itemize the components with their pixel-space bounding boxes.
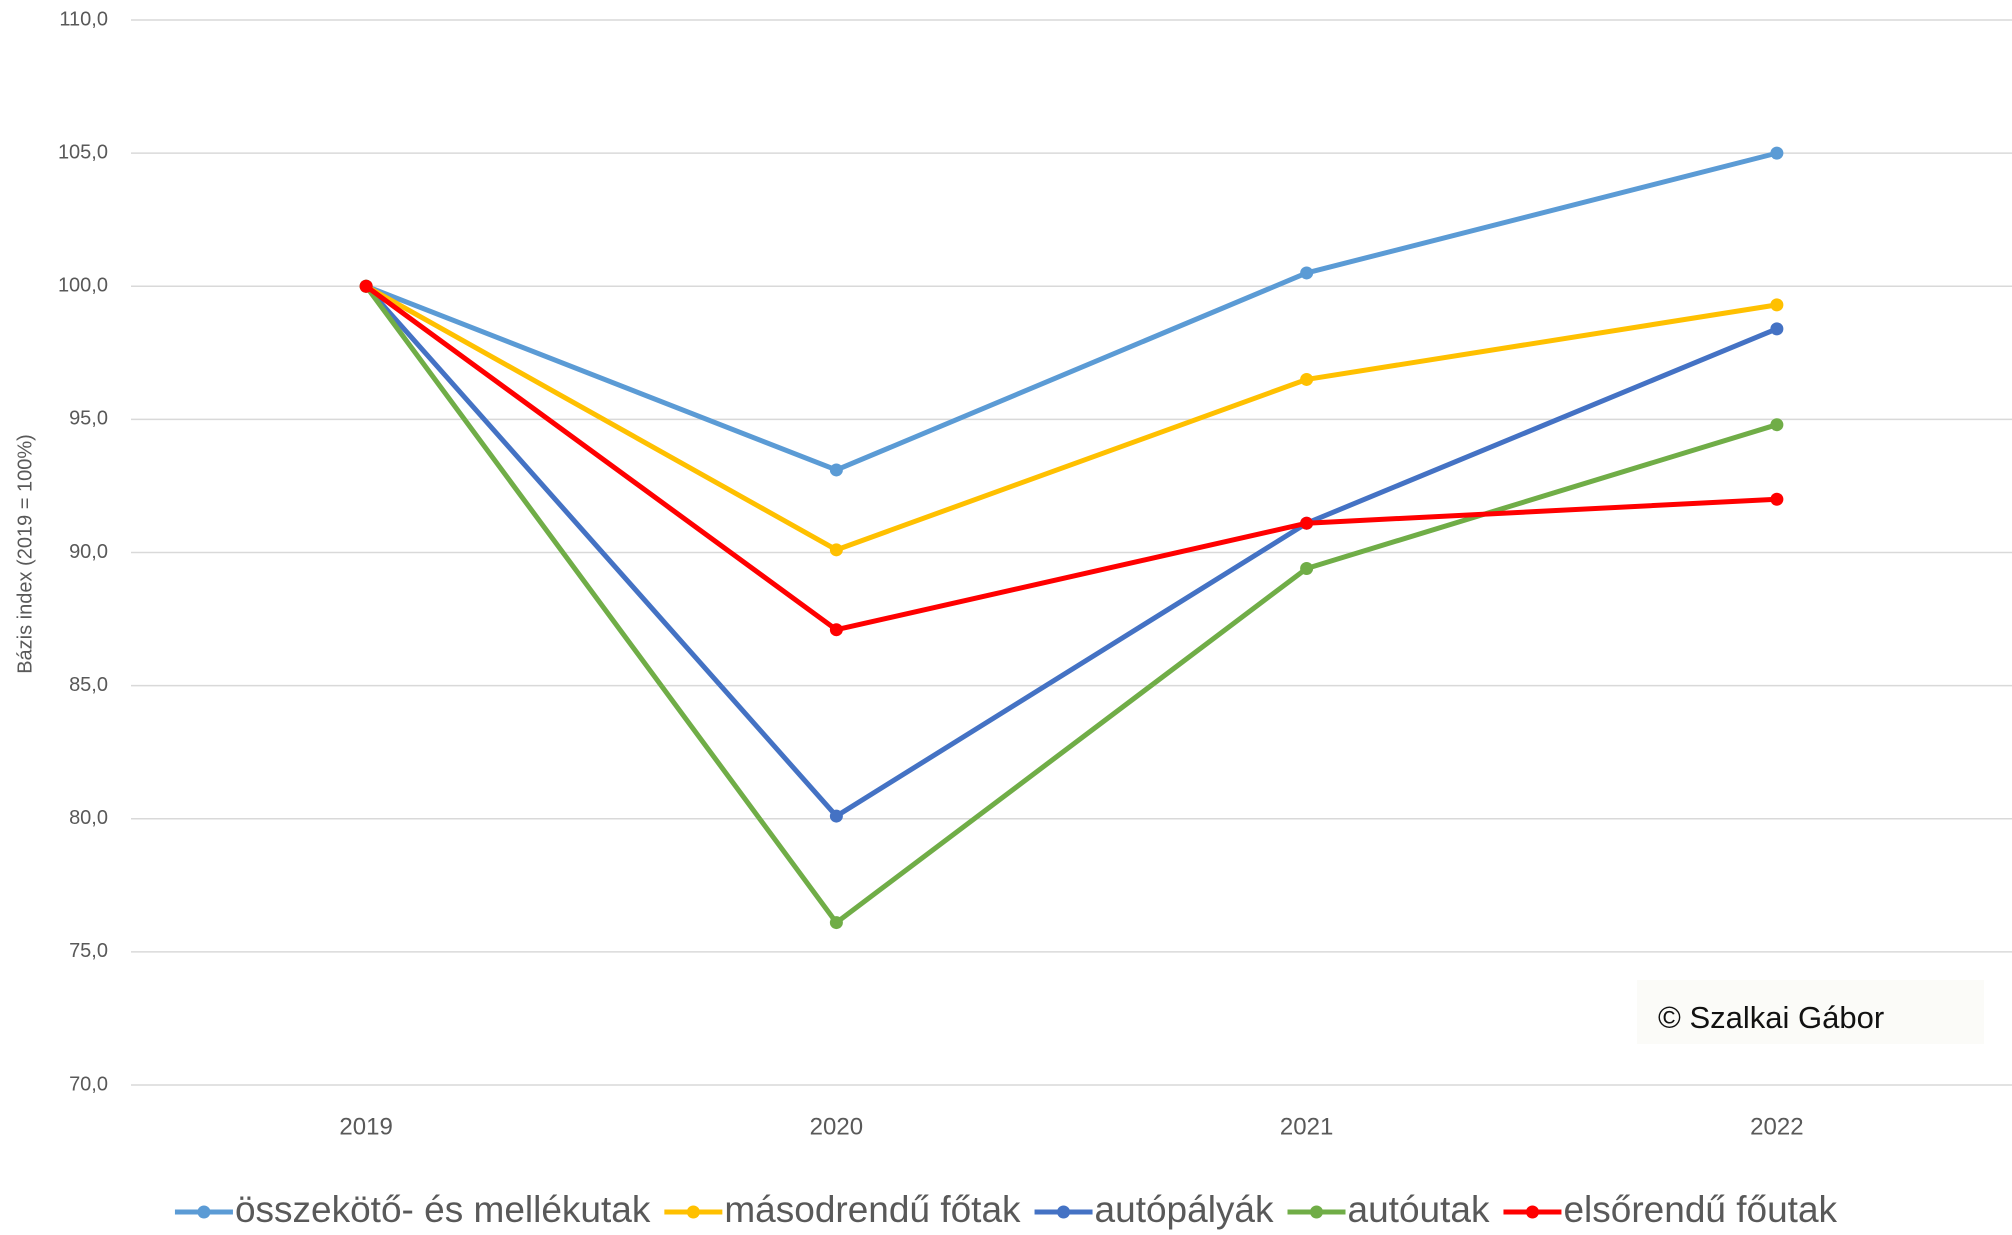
point [1770, 146, 1784, 160]
y-tick-label: 75,0 [69, 940, 108, 962]
legend-marker [686, 1205, 700, 1219]
x-tick-label: 2020 [810, 1113, 863, 1140]
legend-label: elsőrendű főutak [1563, 1189, 1837, 1230]
point [829, 623, 843, 637]
point [829, 916, 843, 930]
series-line [364, 284, 1778, 819]
series-line [364, 284, 1778, 633]
series-line [365, 150, 1778, 473]
point [359, 279, 373, 293]
x-tick-label: 2021 [1280, 1113, 1333, 1140]
point [1770, 418, 1784, 432]
point [1770, 298, 1784, 312]
y-tick-label: 90,0 [69, 541, 108, 563]
y-tick-label: 100,0 [58, 275, 108, 297]
annotation-box [1637, 980, 1984, 1044]
legend-label: autópályák [1095, 1189, 1274, 1230]
y-tick-label: 80,0 [69, 807, 108, 829]
y-tick-label: 95,0 [69, 408, 108, 430]
point [1300, 266, 1314, 280]
point [1770, 492, 1784, 506]
point [1300, 561, 1314, 575]
point [1770, 322, 1784, 336]
series-line [364, 284, 1778, 553]
legend-label: másodrendű főtak [724, 1189, 1021, 1230]
legend-marker [1057, 1205, 1071, 1219]
y-axis-label: Bázis index (2019 = 100%) [14, 434, 36, 674]
series-line [364, 284, 1778, 926]
annotation: © Szalkai Gábor [1658, 1000, 1884, 1035]
point [829, 543, 843, 557]
y-tick-label: 85,0 [69, 674, 108, 696]
point [829, 809, 843, 823]
legend-label: autóutak [1348, 1189, 1490, 1230]
legend-marker [1310, 1205, 1324, 1219]
legend-marker [197, 1205, 211, 1219]
legend-label: összekötő- és mellékutak [235, 1189, 651, 1230]
point [1300, 516, 1314, 530]
x-tick-label: 2019 [339, 1113, 392, 1140]
y-tick-label: 105,0 [58, 141, 108, 163]
y-tick-label: 70,0 [69, 1073, 108, 1095]
point [1300, 372, 1314, 386]
x-tick-label: 2022 [1750, 1113, 1803, 1140]
legend-marker [1525, 1205, 1539, 1219]
legend: összekötő- és mellékutak másodrendű főtak… [174, 1189, 1838, 1230]
y-tick-label: 110,0 [59, 8, 108, 30]
point [829, 463, 843, 477]
